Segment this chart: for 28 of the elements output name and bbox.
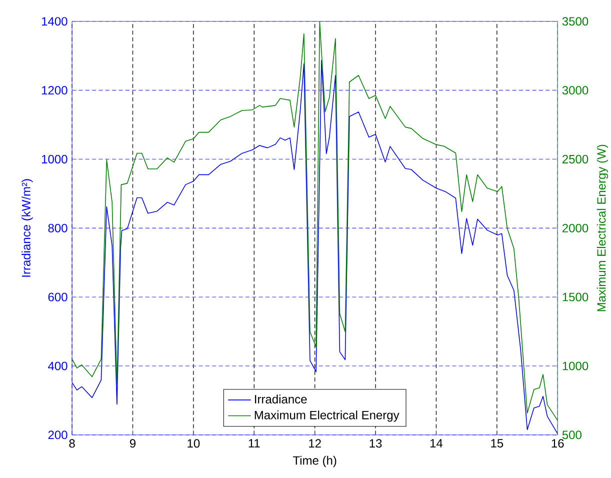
x-tick-label: 9 [130, 439, 136, 448]
x-tick-label: 14 [430, 439, 443, 448]
x-tick-label: 11 [248, 439, 260, 448]
y-tick-label: 200 [48, 430, 68, 440]
y2-tick-label: 2000 [562, 224, 588, 233]
y2-tick-label: 2500 [562, 155, 588, 164]
y-axis-title: Irradiance (kW/m²) [22, 179, 33, 277]
x-tick-label: 8 [69, 439, 75, 448]
x-tick-label: 13 [370, 439, 382, 448]
y-tick-label: 1000 [42, 155, 68, 164]
y-tick-label: 600 [48, 292, 68, 302]
x-tick-label: 16 [552, 439, 564, 448]
y2-tick-label: 1500 [562, 292, 588, 302]
y-tick-label: 1400 [42, 17, 68, 26]
y2-tick-label: 1000 [562, 362, 588, 370]
legend-label: Maximum Electrical Energy [254, 410, 400, 422]
x-axis-title: Time (h) [292, 456, 336, 468]
y-tick-label: 800 [48, 224, 68, 233]
y-tick-label: 400 [48, 362, 68, 370]
x-tick-label: 15 [491, 439, 504, 448]
x-tick-label: 12 [309, 439, 321, 448]
x-tick-label: 10 [188, 439, 200, 448]
y2-tick-label: 3500 [562, 17, 588, 26]
y2-tick-label: 500 [562, 430, 582, 440]
legend-label: Irradiance [255, 394, 307, 404]
y2-tick-label: 3000 [562, 86, 588, 95]
y-tick-label: 1200 [42, 86, 68, 95]
y2-axis-title: Maximum Electrical Energy (W) [596, 145, 608, 312]
